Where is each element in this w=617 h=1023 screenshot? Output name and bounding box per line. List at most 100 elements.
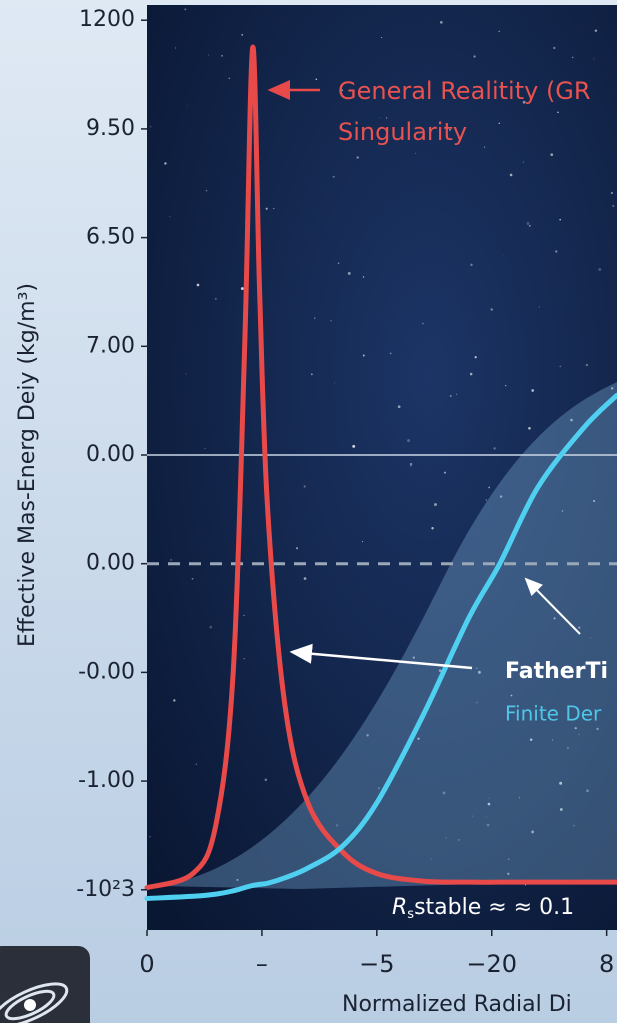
star xyxy=(529,225,531,227)
star xyxy=(304,485,306,487)
star xyxy=(410,463,412,465)
star xyxy=(470,373,473,376)
star xyxy=(342,291,343,292)
star xyxy=(333,176,335,178)
star xyxy=(205,448,206,449)
star xyxy=(170,559,171,560)
y-axis-label: Effective Mas-Energ Deiy (kg/m³) xyxy=(15,283,40,647)
star xyxy=(450,395,452,397)
star xyxy=(208,55,209,56)
star xyxy=(488,487,490,489)
y-tick-label: -10²3 xyxy=(76,877,135,902)
logo xyxy=(0,946,90,1023)
x-axis-label: Normalized Radial Di xyxy=(342,992,572,1017)
star xyxy=(266,208,268,210)
star xyxy=(381,37,382,38)
star xyxy=(192,578,194,580)
star xyxy=(164,162,166,164)
star xyxy=(348,272,351,275)
star xyxy=(498,31,499,32)
star xyxy=(527,222,530,225)
star xyxy=(505,385,506,386)
star xyxy=(510,174,513,177)
annotation-part: R xyxy=(392,895,407,920)
star xyxy=(314,318,315,319)
annotation: Rsstable ≈ ≈ 0.1 xyxy=(392,895,574,922)
star xyxy=(528,427,531,430)
star xyxy=(595,29,597,31)
star xyxy=(398,405,401,408)
star xyxy=(559,219,561,221)
y-tick-label: 0.00 xyxy=(86,551,135,576)
annotation: Finite Der xyxy=(505,702,602,726)
star xyxy=(499,122,501,124)
star xyxy=(473,55,475,57)
star xyxy=(338,262,340,264)
y-tick-label: 6.50 xyxy=(86,225,135,250)
star xyxy=(523,162,524,163)
x-tick-label: −5 xyxy=(359,950,394,978)
star xyxy=(244,658,245,659)
star xyxy=(334,382,335,383)
star xyxy=(304,577,307,580)
star xyxy=(422,323,424,325)
star xyxy=(296,547,298,549)
star xyxy=(434,503,437,506)
star xyxy=(440,21,443,24)
x-tick-label: 8 xyxy=(599,950,614,978)
x-tick-label: 0 xyxy=(139,950,154,978)
star xyxy=(531,389,534,392)
star xyxy=(184,8,186,10)
star xyxy=(593,58,594,59)
star xyxy=(215,298,217,300)
star xyxy=(273,208,274,209)
star xyxy=(209,626,212,629)
star xyxy=(557,112,558,113)
chart: General Realitity (GR Singularity Father… xyxy=(0,0,617,1023)
y-tick-label: 0.00 xyxy=(86,442,135,467)
star xyxy=(362,541,363,542)
star xyxy=(311,373,313,375)
star xyxy=(431,527,433,529)
star xyxy=(493,447,495,449)
y-tick-label: -0.00 xyxy=(78,659,135,684)
star xyxy=(444,472,446,474)
star xyxy=(330,320,332,322)
star xyxy=(612,205,614,207)
star xyxy=(539,306,540,307)
star xyxy=(241,34,243,36)
star xyxy=(352,445,355,448)
star xyxy=(229,78,230,79)
x-tick-label: – xyxy=(256,950,268,978)
star xyxy=(470,264,472,266)
star xyxy=(149,836,150,837)
star xyxy=(196,764,197,765)
star xyxy=(572,57,574,59)
annotation: General Realitity (GR xyxy=(338,77,591,105)
star xyxy=(390,352,392,354)
star xyxy=(410,465,412,467)
star xyxy=(169,216,170,217)
star xyxy=(197,284,200,287)
y-tick-label: 7.00 xyxy=(86,333,135,358)
star xyxy=(486,499,487,500)
star xyxy=(407,439,410,442)
star xyxy=(598,268,601,271)
annotation: Singularity xyxy=(338,118,467,146)
star xyxy=(415,153,416,154)
star xyxy=(555,250,557,252)
star xyxy=(265,779,268,782)
star xyxy=(504,255,505,256)
star xyxy=(173,699,175,701)
star xyxy=(553,47,555,49)
star xyxy=(491,308,493,310)
annotation: FatherTi xyxy=(505,659,608,684)
star xyxy=(186,374,187,375)
star xyxy=(363,354,365,356)
star xyxy=(243,615,244,616)
y-tick-label: 9.50 xyxy=(86,116,135,141)
star xyxy=(357,156,359,158)
star xyxy=(150,126,152,128)
star xyxy=(221,55,223,57)
star xyxy=(316,79,318,81)
